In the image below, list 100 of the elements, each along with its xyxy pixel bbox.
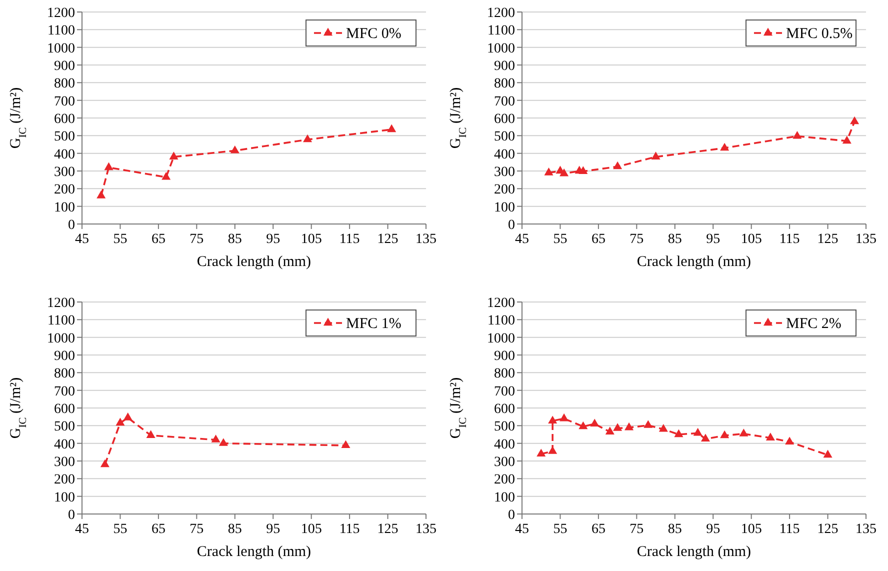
- point: [700, 434, 710, 442]
- y-tick-label: 800: [54, 76, 75, 92]
- y-tick-label: 300: [54, 455, 75, 470]
- point: [651, 152, 660, 160]
- point: [613, 423, 622, 431]
- y-tick-label: 400: [54, 147, 75, 162]
- point: [693, 428, 702, 436]
- y-tick-label: 400: [494, 147, 515, 162]
- point: [674, 429, 684, 438]
- y-tick-label: 1000: [47, 331, 75, 346]
- point: [560, 413, 569, 422]
- y-tick-label: 400: [54, 437, 75, 452]
- y-tick-label: 0: [508, 508, 515, 523]
- point: [658, 424, 668, 432]
- point: [720, 142, 730, 151]
- y-tick-label: 500: [494, 130, 515, 145]
- point: [720, 430, 730, 438]
- x-tick-label: 125: [377, 522, 398, 537]
- x-tick-label: 115: [779, 232, 800, 247]
- point: [169, 152, 178, 160]
- y-tick-label: 600: [494, 402, 515, 417]
- x-tick-label: 135: [416, 522, 436, 537]
- y-tick-label: 0: [68, 508, 75, 523]
- y-tick-label: 100: [494, 200, 515, 216]
- point: [785, 436, 794, 445]
- x-tick-label: 105: [300, 522, 322, 537]
- legend-label: MFC 0.5%: [786, 26, 853, 42]
- x-tick-label: 65: [151, 232, 166, 247]
- y-tick-label: 300: [494, 455, 515, 470]
- point: [536, 448, 546, 457]
- y-tick-label: 700: [54, 94, 75, 110]
- x-tick-label: 115: [339, 232, 360, 247]
- x-tick-label: 115: [779, 522, 800, 537]
- x-tick-label: 85: [668, 232, 682, 247]
- y-tick-label: 700: [494, 94, 515, 110]
- x-axis-title: Crack length (mm): [196, 544, 312, 560]
- x-tick-label: 105: [300, 232, 322, 247]
- x-tick-label: 135: [416, 232, 436, 247]
- x-tick-label: 105: [740, 232, 762, 247]
- y-tick-label: 500: [54, 130, 75, 145]
- x-tick-label: 45: [515, 232, 529, 247]
- y-tick-label: 1100: [488, 314, 515, 329]
- x-tick-label: 135: [856, 522, 876, 537]
- y-tick-label: 100: [54, 490, 75, 506]
- x-tick-label: 95: [266, 522, 280, 537]
- point: [739, 428, 748, 436]
- y-tick-label: 1000: [487, 41, 515, 56]
- x-axis-title: Crack length (mm): [636, 544, 752, 560]
- point: [218, 438, 228, 446]
- y-tick-label: 300: [54, 165, 75, 180]
- point: [123, 412, 132, 420]
- y-tick-label: 100: [54, 200, 75, 216]
- y-tick-label: 200: [54, 182, 75, 198]
- y-tick-label: 700: [54, 384, 75, 400]
- point: [823, 450, 832, 458]
- point: [766, 432, 775, 440]
- legend-label: MFC 1%: [346, 316, 402, 332]
- point: [303, 134, 312, 142]
- x-tick-label: 75: [190, 522, 204, 537]
- y-tick-label: 1100: [48, 24, 75, 39]
- point: [544, 168, 554, 176]
- point: [560, 168, 569, 176]
- y-tick-label: 500: [494, 420, 515, 435]
- point: [96, 190, 106, 198]
- point: [850, 116, 860, 124]
- point: [644, 420, 653, 428]
- point: [842, 136, 852, 144]
- y-tick-label: 900: [494, 59, 515, 74]
- y-tick-label: 1200: [487, 296, 515, 311]
- y-tick-label: 300: [494, 165, 515, 180]
- x-tick-label: 85: [228, 522, 242, 537]
- y-tick-label: 600: [54, 112, 75, 127]
- x-tick-label: 55: [553, 522, 568, 537]
- y-tick-label: 600: [54, 402, 75, 417]
- point: [116, 418, 125, 426]
- y-tick-label: 200: [494, 182, 515, 198]
- point: [100, 459, 110, 468]
- x-tick-label: 85: [228, 232, 242, 247]
- x-tick-label: 95: [706, 232, 720, 247]
- y-tick-label: 800: [54, 366, 75, 382]
- x-tick-label: 125: [817, 522, 838, 537]
- y-tick-label: 100: [494, 490, 515, 506]
- y-tick-label: 900: [54, 349, 75, 364]
- x-tick-label: 75: [190, 232, 204, 247]
- point: [104, 162, 114, 170]
- y-tick-label: 800: [494, 76, 515, 92]
- x-tick-label: 65: [591, 522, 606, 537]
- x-axis-title: Crack length (mm): [636, 254, 752, 270]
- x-tick-label: 125: [817, 232, 838, 247]
- x-tick-label: 55: [553, 232, 568, 247]
- y-tick-label: 200: [54, 472, 75, 488]
- x-tick-label: 45: [75, 522, 89, 537]
- point: [230, 145, 240, 154]
- y-tick-label: 0: [68, 218, 75, 233]
- y-tick-label: 1200: [487, 6, 515, 21]
- x-tick-label: 85: [668, 522, 682, 537]
- point: [613, 161, 622, 170]
- y-tick-label: 1200: [47, 6, 75, 21]
- x-tick-label: 75: [630, 232, 644, 247]
- y-tick-label: 900: [494, 349, 515, 364]
